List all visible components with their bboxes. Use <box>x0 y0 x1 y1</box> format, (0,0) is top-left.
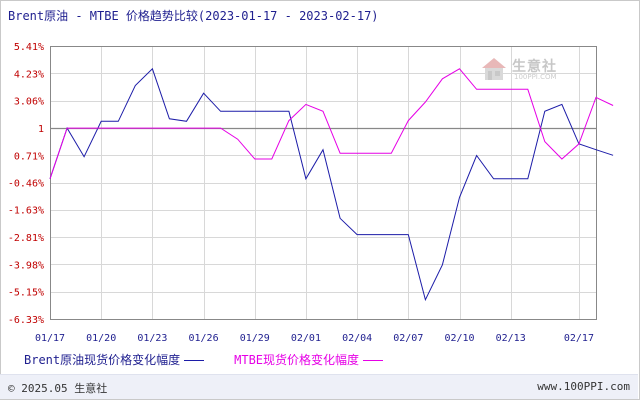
y-tick-label: -2.81% <box>8 233 44 244</box>
x-tick-label: 02/17 <box>564 333 594 344</box>
legend: Brent原油现货价格变化幅度 MTBE现货价格变化幅度 <box>24 351 389 368</box>
x-tick-label: 01/23 <box>137 333 167 344</box>
watermark-logo-icon <box>482 58 506 80</box>
y-tick-label: 0.71% <box>14 151 44 162</box>
y-tick-label: -3.98% <box>8 260 44 271</box>
copyright-text: © 2025.05 生意社 <box>8 382 108 395</box>
legend-label-brent: Brent原油现货价格变化幅度 <box>24 353 181 367</box>
watermark-url: 100PPI.COM <box>514 73 557 81</box>
x-tick-label: 01/29 <box>240 333 270 344</box>
legend-swatch-mtbe <box>363 360 384 361</box>
series-line-mtbe <box>49 68 614 179</box>
y-tick-label: -6.33% <box>8 315 44 326</box>
y-tick-label: -1.63% <box>8 206 44 217</box>
x-tick-label: 01/17 <box>35 333 65 344</box>
watermark: 生意社 100PPI.COM <box>480 56 576 82</box>
x-tick-label: 02/10 <box>444 333 474 344</box>
footer-bar: © 2025.05 生意社 www.100PPI.com <box>0 374 638 399</box>
legend-label-mtbe: MTBE现货价格变化幅度 <box>234 353 360 367</box>
footer-link[interactable]: www.100PPI.com <box>537 380 630 393</box>
x-tick-label: 02/04 <box>342 333 372 344</box>
x-tick-label: 01/20 <box>86 333 116 344</box>
x-tick-label: 02/07 <box>393 333 423 344</box>
legend-swatch-brent <box>184 360 205 361</box>
chart-title: Brent原油 - MTBE 价格趋势比较(2023-01-17 - 2023-… <box>8 9 379 23</box>
y-tick-label: 1 <box>38 124 44 135</box>
plot-border <box>50 46 597 320</box>
series-line-brent <box>49 67 614 302</box>
x-tick-label: 01/26 <box>189 333 219 344</box>
y-tick-label: -5.15% <box>8 288 44 299</box>
watermark-name: 生意社 <box>512 59 557 75</box>
y-tick-label: 5.41% <box>14 42 44 53</box>
y-tick-label: -0.46% <box>8 179 44 190</box>
x-tick-label: 02/01 <box>291 333 321 344</box>
y-tick-label: 3.06% <box>14 97 44 108</box>
y-tick-label: 4.23% <box>14 69 44 80</box>
x-tick-label: 02/13 <box>496 333 526 344</box>
